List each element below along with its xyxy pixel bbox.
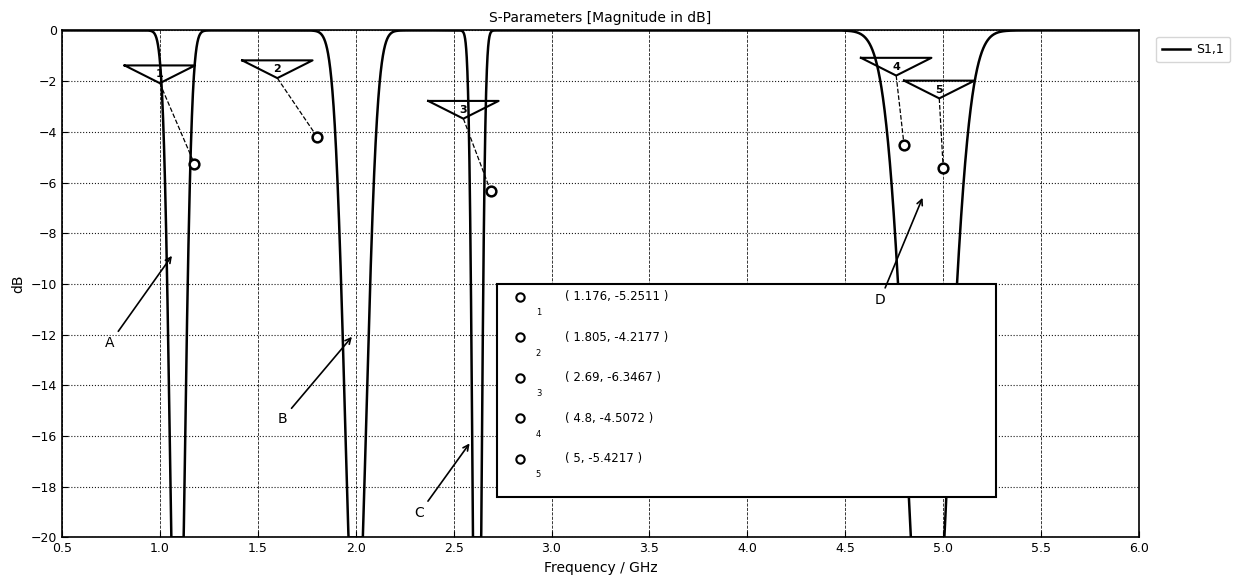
Text: 1: 1 [536, 308, 541, 317]
Text: 2: 2 [274, 64, 281, 74]
Text: 3: 3 [460, 105, 467, 115]
Title: S-Parameters [Magnitude in dB]: S-Parameters [Magnitude in dB] [490, 11, 712, 25]
Text: 5: 5 [536, 471, 541, 479]
Text: A: A [105, 257, 171, 350]
Text: ( 2.69, -6.3467 ): ( 2.69, -6.3467 ) [565, 372, 661, 384]
Text: 4: 4 [893, 62, 900, 71]
Text: ( 1.805, -4.2177 ): ( 1.805, -4.2177 ) [565, 331, 668, 344]
Text: 2: 2 [536, 349, 541, 357]
Text: ( 4.8, -4.5072 ): ( 4.8, -4.5072 ) [565, 412, 653, 425]
Text: ( 5, -5.4217 ): ( 5, -5.4217 ) [565, 452, 642, 465]
Text: 5: 5 [935, 84, 944, 94]
Legend: S1,1: S1,1 [1156, 37, 1230, 62]
Y-axis label: dB: dB [11, 275, 25, 293]
X-axis label: Frequency / GHz: Frequency / GHz [543, 561, 657, 575]
Bar [497, 284, 996, 497]
Text: B: B [278, 338, 351, 427]
Text: 1: 1 [156, 69, 164, 79]
Text: D: D [874, 199, 923, 307]
Text: 3: 3 [536, 389, 541, 398]
Text: C: C [414, 445, 469, 520]
Text: 4: 4 [536, 430, 541, 439]
Text: ( 1.176, -5.2511 ): ( 1.176, -5.2511 ) [565, 290, 668, 303]
